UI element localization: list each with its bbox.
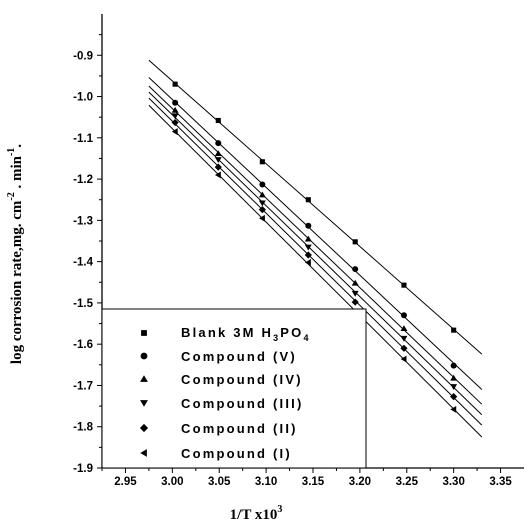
data-point [172,99,179,106]
data-point [215,117,221,124]
data-point [258,206,266,214]
fit-line [148,91,483,416]
data-point [305,222,312,229]
data-point [451,327,457,333]
data-point [171,113,179,120]
data-point [259,214,265,222]
y-tick-label: -1.2 [73,174,93,186]
x-tick-label: 2.95 [114,476,137,488]
data-point [214,171,221,179]
legend-label-compound-ii: Compound (II) [181,421,298,436]
data-point [351,298,359,306]
x-tick-label: 3.20 [349,476,371,488]
y-tick-label: -1.0 [73,92,93,104]
data-point [400,355,407,363]
x-tick-label: 3.30 [442,476,464,488]
x-tick-label: 3.10 [255,476,277,488]
y-tick-label: -1.8 [73,422,93,434]
data-point [171,106,179,113]
legend-marker [140,400,148,407]
data-point [214,163,222,171]
data-point [258,191,266,198]
y-tick-label: -1.3 [73,215,93,227]
x-axis-title: 1/T x103 [230,504,283,523]
y-tick-label: -1.7 [73,380,93,392]
data-point [400,344,408,352]
data-point [172,81,178,87]
data-point [171,118,179,127]
data-point [352,266,359,273]
data-point [304,244,312,251]
legend-label-compound-v: Compound (V) [181,349,297,364]
data-point [258,200,266,207]
fit-line [148,77,483,390]
data-point [400,335,408,342]
fit-line [148,97,483,426]
x-tick-label: 3.00 [161,476,183,488]
y-tick-label: -0.9 [73,50,93,62]
x-tick-label: 3.25 [396,476,419,488]
data-point [401,282,407,288]
legend-label-compound-iv: Compound (IV) [181,372,303,387]
y-tick-label: -1.5 [73,298,93,310]
fit-line [148,104,483,438]
y-tick-label: -1.9 [73,463,93,475]
data-point [214,157,222,163]
fit-line [148,85,483,405]
data-point [259,159,265,165]
legend-label-blank: Blank 3M H3PO4 [181,325,311,343]
y-tick-label: -1.1 [73,133,93,145]
data-point [351,279,359,286]
data-point [305,259,311,266]
data-point [214,150,222,157]
legend-marker [139,423,149,433]
legend: Blank 3M H3PO4 Compound (V) Compound (IV… [101,308,367,469]
data-point [450,392,458,401]
data-point [400,312,407,319]
data-point [450,374,458,381]
fit-line [148,59,483,355]
axes: 2.95 3.00 3.05 3.10 3.15 3.20 3.25 3.30 3.35 -1.9… [73,14,524,488]
x-tick-label: 3.35 [489,476,512,488]
legend-label-compound-i: Compound (I) [181,446,292,461]
data-point [215,140,222,147]
data-point [450,405,457,413]
data-point [400,325,408,332]
data-point [450,384,458,390]
legend-marker [140,375,148,382]
y-tick-label: -1.6 [73,339,93,351]
data-point [259,181,266,188]
legend-label-compound-iii: Compound (III) [181,396,304,411]
data-point [351,290,359,297]
legend-marker [140,352,148,360]
data-point [305,197,311,203]
legend-marker [140,449,147,457]
data-point [304,235,312,242]
plot-area [148,59,483,438]
data-point [304,251,312,259]
data-point [352,239,358,245]
x-tick-label: 3.15 [302,476,325,488]
data-point [171,128,178,136]
x-tick-label: 3.05 [208,476,231,488]
data-point [450,362,457,369]
legend-marker [141,330,147,336]
y-tick-label: -1.4 [73,257,93,269]
y-axis-title: log corrosion rate,mg. cm-2 . min-1. [6,144,25,364]
